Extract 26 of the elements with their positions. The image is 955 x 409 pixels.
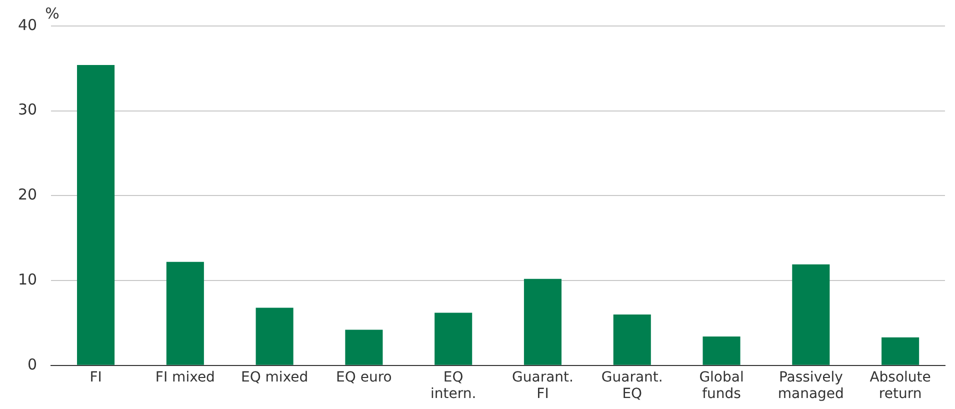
x-tick-label: Global funds xyxy=(699,369,744,402)
x-tick-label: EQ intern. xyxy=(430,369,476,402)
y-tick-label: 20 xyxy=(18,186,38,204)
bar xyxy=(702,336,740,365)
y-tick-label: 10 xyxy=(18,270,38,288)
y-tick-label: 40 xyxy=(18,16,38,34)
y-tick-label: 30 xyxy=(18,100,38,119)
x-tick-label: EQ mixed xyxy=(240,369,308,386)
bar xyxy=(77,65,115,365)
bar xyxy=(256,308,294,365)
y-tick-label: 0 xyxy=(28,355,38,374)
x-tick-label: FI xyxy=(90,369,102,386)
bar xyxy=(613,314,651,365)
x-tick-label: EQ euro xyxy=(336,369,392,386)
x-tick-label: Absolute return xyxy=(870,369,931,402)
bar xyxy=(882,337,920,365)
bar xyxy=(792,264,830,365)
x-tick-label: Guarant. FI xyxy=(512,369,574,402)
x-tick-label: Guarant. EQ xyxy=(601,369,663,402)
y-axis-title: % xyxy=(45,4,60,22)
bar xyxy=(524,278,562,365)
x-tick-label: Passively managed xyxy=(778,369,844,402)
bar xyxy=(345,330,383,365)
bar xyxy=(166,262,204,365)
x-tick-label: FI mixed xyxy=(155,369,215,386)
bar xyxy=(434,312,472,365)
